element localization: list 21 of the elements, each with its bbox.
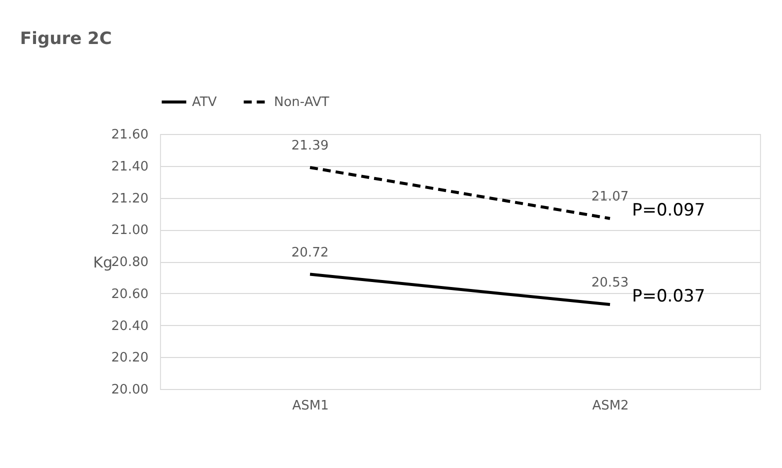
annotation: P=0.097	[632, 200, 706, 220]
x-tick-label: ASM1	[292, 398, 329, 414]
data-label: 20.72	[291, 245, 329, 260]
y-tick-label: 21.60	[111, 128, 148, 142]
data-label: 21.07	[591, 189, 629, 204]
y-tick-label: 20.00	[111, 382, 148, 398]
annotation: P=0.037	[632, 286, 706, 307]
y-tick-label: 20.20	[111, 350, 148, 366]
data-label: 20.53	[591, 276, 629, 291]
y-tick-label: 21.40	[111, 159, 148, 174]
data-label: 21.39	[291, 138, 329, 154]
chart-title: Figure 2C	[20, 29, 112, 49]
y-tick-label: 21.20	[111, 191, 148, 206]
y-tick-label: 20.60	[111, 286, 148, 302]
legend-label: ATV	[192, 95, 217, 110]
y-axis-title: Kg	[93, 254, 112, 272]
y-tick-label: 20.80	[111, 255, 148, 270]
x-tick-label: ASM2	[592, 398, 629, 414]
y-tick-label: 20.40	[111, 318, 148, 334]
legend-label: Non-AVT	[274, 95, 330, 110]
y-tick-label: 21.00	[111, 223, 148, 238]
